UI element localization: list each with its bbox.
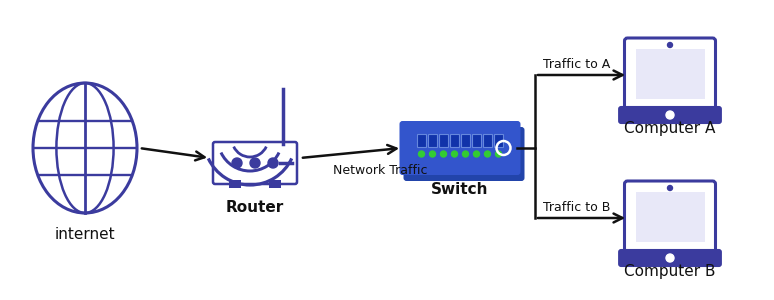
FancyBboxPatch shape (472, 134, 481, 147)
Circle shape (495, 151, 502, 157)
Circle shape (463, 151, 468, 157)
Circle shape (430, 151, 436, 157)
FancyBboxPatch shape (399, 121, 520, 175)
Circle shape (232, 158, 242, 168)
Text: Computer A: Computer A (625, 121, 716, 136)
Circle shape (451, 151, 457, 157)
FancyBboxPatch shape (213, 142, 297, 184)
Circle shape (667, 185, 673, 190)
Circle shape (485, 151, 491, 157)
FancyBboxPatch shape (428, 134, 437, 147)
Text: Switch: Switch (431, 182, 488, 197)
FancyBboxPatch shape (635, 192, 704, 242)
Text: Network Traffic: Network Traffic (333, 164, 427, 177)
Text: Traffic to A: Traffic to A (543, 58, 610, 71)
FancyBboxPatch shape (461, 134, 470, 147)
Circle shape (666, 254, 674, 262)
FancyBboxPatch shape (229, 180, 241, 188)
FancyBboxPatch shape (439, 134, 448, 147)
Circle shape (268, 158, 278, 168)
FancyBboxPatch shape (417, 134, 426, 147)
Text: Computer B: Computer B (625, 264, 716, 279)
Circle shape (419, 151, 424, 157)
FancyBboxPatch shape (635, 49, 704, 99)
Circle shape (666, 111, 674, 119)
FancyBboxPatch shape (619, 250, 721, 266)
FancyBboxPatch shape (494, 134, 503, 147)
Circle shape (250, 158, 260, 168)
Text: Traffic to B: Traffic to B (543, 201, 611, 214)
Circle shape (474, 151, 480, 157)
Text: Router: Router (226, 200, 284, 215)
FancyBboxPatch shape (483, 134, 492, 147)
FancyBboxPatch shape (450, 134, 459, 147)
Circle shape (440, 151, 447, 157)
FancyBboxPatch shape (619, 107, 721, 123)
Circle shape (667, 43, 673, 47)
FancyBboxPatch shape (403, 127, 525, 181)
FancyBboxPatch shape (269, 180, 281, 188)
FancyBboxPatch shape (625, 181, 715, 255)
Text: internet: internet (55, 227, 115, 242)
FancyBboxPatch shape (625, 38, 715, 112)
